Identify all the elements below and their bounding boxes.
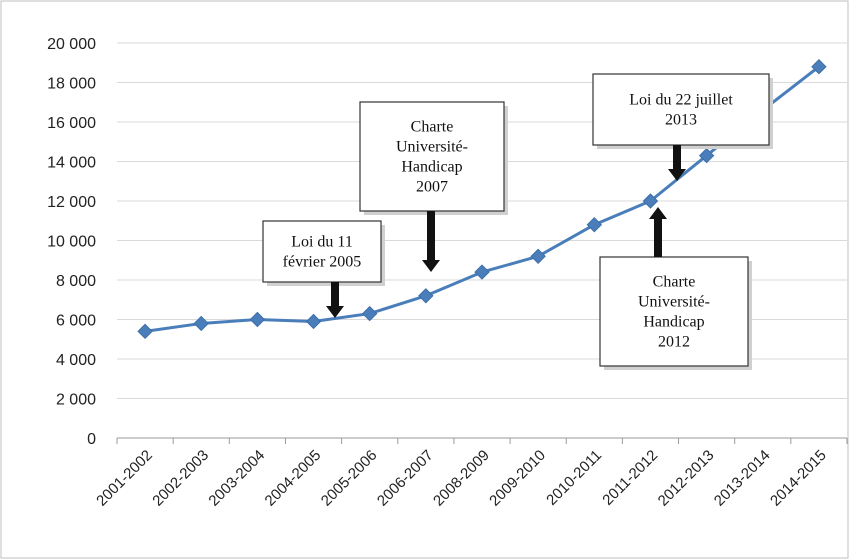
y-tick-label: 10 000: [47, 234, 96, 251]
annotation: Loi du 22 juillet 2013: [592, 73, 773, 181]
y-tick-label: 0: [87, 431, 96, 448]
annotation-arrow-head: [422, 260, 440, 272]
annotation-arrow-head: [668, 169, 686, 181]
annotation-text: 2013: [665, 112, 697, 129]
data-point-marker: [811, 58, 827, 75]
annotation-text: Loi du 22 juillet: [629, 92, 733, 109]
data-point-marker: [642, 193, 659, 209]
y-tick-label: 8 000: [56, 273, 96, 290]
annotation-text: Université-: [396, 139, 468, 156]
annotation-text: Handicap: [401, 159, 462, 176]
data-point-marker: [474, 264, 490, 280]
data-point-marker: [137, 323, 153, 340]
data-point-marker: [698, 147, 715, 164]
y-axis-ticks: 0 2 000 4 000 6 000 8 000 10 000 12 000 14 000 1…: [47, 36, 96, 448]
annotation-text: 2012: [658, 334, 690, 351]
y-tick-label: 12 000: [47, 194, 96, 211]
annotation-text: Charte: [653, 274, 696, 291]
y-tick-label: 20 000: [47, 36, 96, 53]
annotation-text: février 2005: [283, 254, 362, 271]
annotation-arrow-shaft: [331, 282, 339, 306]
annotation: Loi du 11 février 2005: [262, 220, 385, 318]
annotation: Charte Université- Handicap 2012: [599, 207, 752, 370]
y-tick-label: 18 000: [47, 76, 96, 93]
data-point-marker: [193, 315, 209, 332]
grid-lines: [117, 42, 847, 399]
series-layer: [137, 58, 827, 340]
x-axis: [116, 437, 848, 444]
annotations-layer: Loi du 11 février 2005 Charte Université- Ha…: [262, 73, 773, 370]
y-tick-label: 4 000: [56, 352, 96, 369]
annotation-text: Handicap: [643, 314, 704, 331]
annotation-text: Charte: [411, 119, 454, 136]
annotation: Charte Université- Handicap 2007: [359, 101, 508, 272]
y-tick-label: 16 000: [47, 115, 96, 132]
annotation-arrow-shaft: [673, 145, 681, 169]
annotation-box: [592, 73, 770, 146]
annotation-text: Université-: [638, 294, 710, 311]
y-tick-label: 2 000: [56, 392, 96, 409]
data-point-marker: [361, 305, 378, 322]
annotation-box: [359, 101, 505, 212]
data-point-marker: [418, 288, 434, 304]
data-point-marker: [586, 216, 603, 233]
annotation-box: [262, 220, 382, 283]
annotation-text: 2007: [416, 179, 448, 196]
data-point-marker: [305, 313, 322, 330]
annotation-box: [599, 256, 749, 367]
annotation-arrow-shaft: [654, 219, 662, 257]
y-tick-label: 6 000: [56, 313, 96, 330]
annotation-arrow-head: [649, 207, 667, 219]
annotation-arrow-shaft: [427, 211, 435, 260]
data-point-marker: [530, 248, 546, 265]
annotation-arrow-head: [326, 306, 344, 318]
y-tick-label: 14 000: [47, 155, 96, 172]
data-point-marker: [249, 311, 266, 328]
annotation-text: Loi du 11: [291, 234, 353, 251]
